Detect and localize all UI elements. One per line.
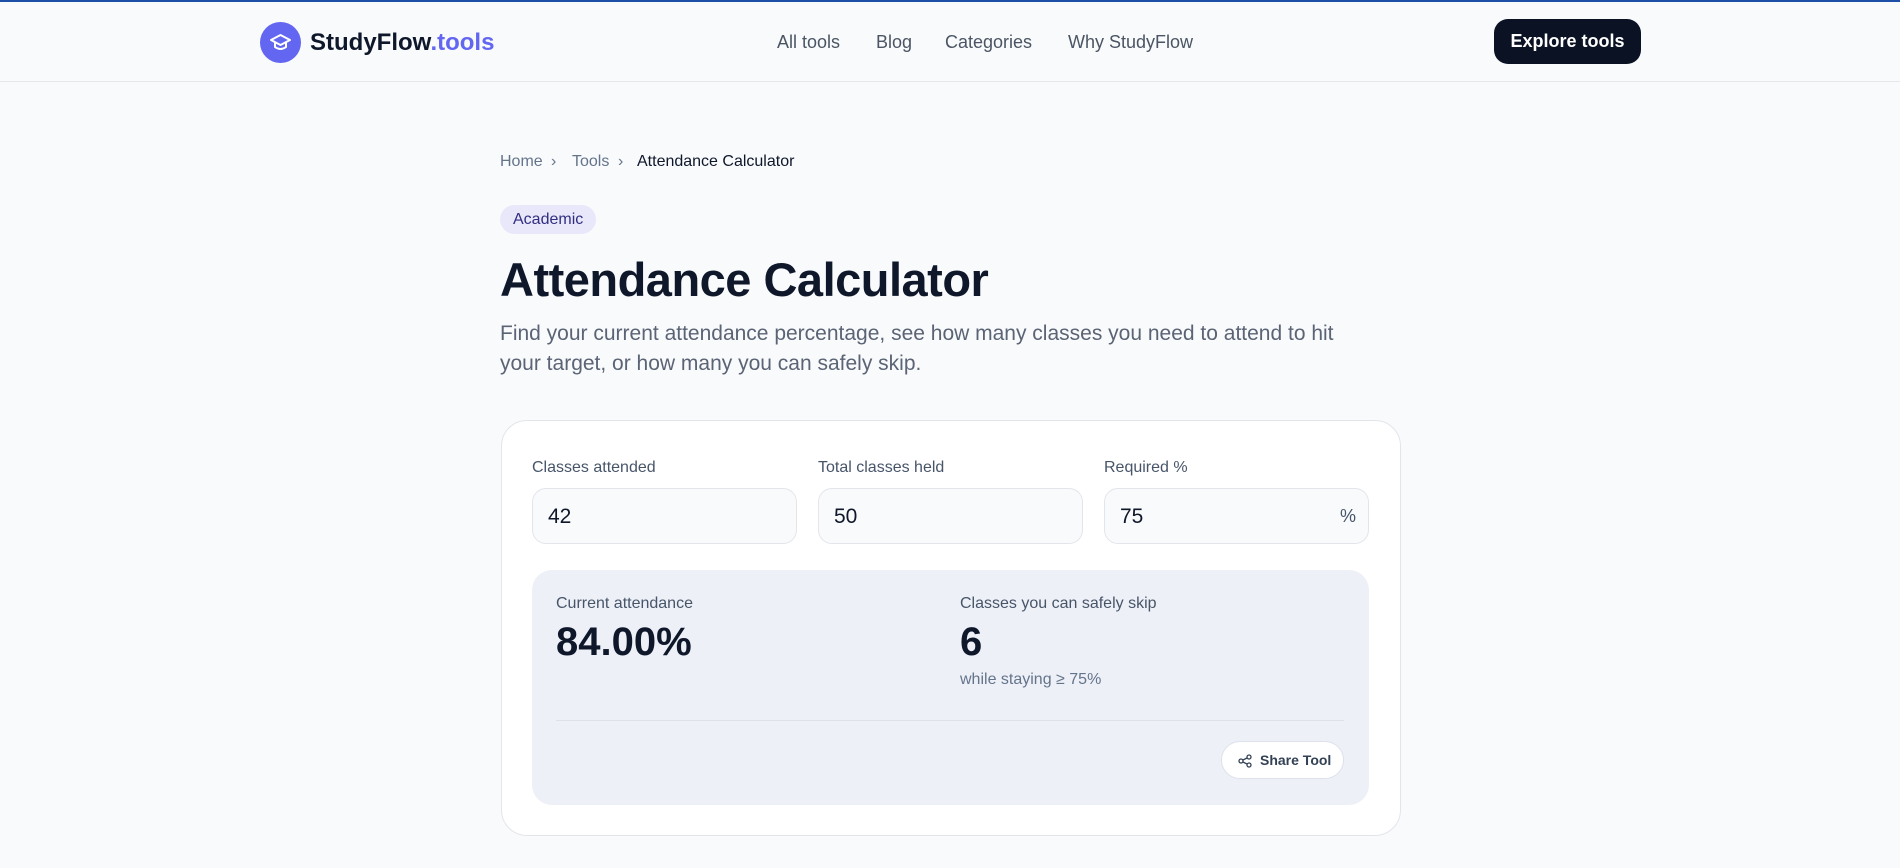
field-label: Total classes held [818,459,945,476]
breadcrumb-link[interactable]: Home [500,153,543,170]
description: your target, or how many you can safely … [500,352,922,375]
result-value: 6 [960,620,983,664]
breadcrumb-sep: › [551,153,557,170]
result-note: while staying ≥ 75% [960,671,1102,688]
field-label: Classes attended [532,459,656,476]
page-title: Attendance Calculator [500,253,989,306]
input[interactable]: 75 [1104,488,1369,544]
breadcrumb-sep: › [618,153,624,170]
result-label: Classes you can safely skip [960,595,1157,612]
share-icon [1238,754,1252,768]
cta-button[interactable]: Explore tools [1494,19,1641,64]
result-label: Current attendance [556,595,693,612]
top-accent [0,0,1900,2]
badge: Academic [500,205,597,234]
nav-link[interactable]: Why StudyFlow [1068,32,1194,52]
logo-icon[interactable] [260,22,301,63]
divider [556,720,1344,721]
share-button[interactable]: Share Tool [1221,741,1344,779]
nav-link[interactable]: All tools [777,32,841,52]
input[interactable]: 50 [818,488,1083,544]
breadcrumb-link[interactable]: Tools [572,153,610,170]
brand-suffix: .tools [430,29,495,56]
result-value: 84.00% [556,620,692,664]
description: Find your current attendance percentage,… [500,322,1334,345]
field-label: Required % [1104,459,1188,476]
input-suffix: % [1340,506,1357,526]
nav-link[interactable]: Categories [945,32,1033,52]
share-label: Share Tool [1260,752,1332,768]
input[interactable]: 42 [532,488,797,544]
nav-link[interactable]: Blog [876,32,913,52]
brand-name: StudyFlow [310,29,431,56]
header: StudyFlow.tools All tools Blog Categorie… [0,2,1900,82]
brand[interactable]: StudyFlow.tools [310,29,494,57]
breadcrumb-current: Attendance Calculator [637,153,795,170]
